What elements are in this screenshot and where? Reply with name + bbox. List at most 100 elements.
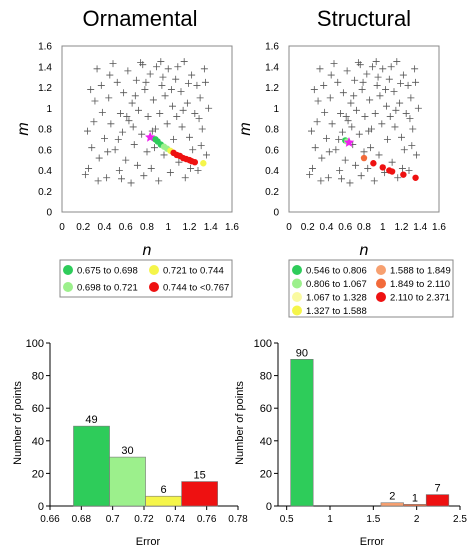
histogram-bar — [145, 495, 182, 507]
y-axis-label: m — [15, 122, 32, 135]
sample-point — [161, 92, 169, 100]
sample-point — [407, 94, 415, 102]
legend-label: 1.588 to 1.849 — [390, 266, 451, 277]
x-tick-label: 0.7 — [106, 514, 120, 525]
y-tick-label: 0 — [46, 208, 52, 219]
x-tick-label: 1 — [327, 514, 333, 525]
sample-point — [143, 148, 151, 156]
y-tick-label: 0.2 — [265, 187, 279, 198]
sample-point — [87, 86, 95, 94]
legend-box — [59, 259, 233, 298]
histogram-bar — [109, 456, 146, 507]
sample-point — [310, 86, 318, 94]
sample-point — [379, 65, 387, 73]
y-tick-label: 60 — [260, 403, 272, 415]
histogram-bar — [380, 502, 404, 507]
sample-point — [411, 65, 419, 73]
sample-point — [335, 135, 343, 143]
best-fit-star — [343, 137, 355, 147]
x-tick-label: 2.5 — [453, 514, 467, 525]
sample-point — [91, 97, 99, 105]
sample-point — [173, 113, 181, 121]
legend-swatch — [149, 282, 159, 292]
sample-point — [85, 164, 93, 172]
sample-point — [396, 99, 404, 107]
sample-point — [394, 174, 402, 182]
legend-label: 1.849 to 2.110 — [390, 279, 450, 290]
sample-point — [361, 113, 369, 121]
sample-point — [343, 67, 351, 75]
sample-point — [186, 133, 193, 141]
sample-point — [375, 151, 383, 159]
histogram-bar — [73, 425, 110, 507]
sample-point — [101, 134, 108, 142]
legend-swatch — [63, 282, 73, 292]
legend-label: 0.744 to <0.767 — [163, 283, 229, 294]
sample-point — [103, 174, 111, 182]
x-tick-label: 1.6 — [225, 222, 239, 233]
sample-point — [104, 148, 112, 156]
sample-point — [120, 89, 128, 97]
x-tick-label: 1.4 — [413, 222, 427, 233]
x-tick-label: 2 — [414, 514, 420, 525]
y-tick-label: 100 — [254, 338, 272, 350]
sample-point — [385, 75, 393, 83]
sample-point — [200, 65, 208, 73]
histogram-bar — [425, 494, 450, 507]
sample-point — [153, 63, 161, 71]
x-tick-label: 1.5 — [366, 514, 380, 525]
histogram-bar — [403, 504, 427, 507]
sample-point — [130, 141, 138, 149]
y-tick-label: 0.6 — [265, 145, 279, 156]
x-tick-label: 0.8 — [357, 222, 371, 233]
bar-value-label: 30 — [121, 445, 133, 457]
histogram-bar — [181, 481, 218, 507]
legend-label: 2.110 to 2.371 — [390, 293, 450, 304]
sample-point — [363, 70, 371, 78]
x-tick-label: 1.2 — [395, 222, 409, 233]
sample-point — [148, 127, 156, 135]
sample-point — [98, 108, 106, 116]
sample-point — [399, 71, 407, 79]
sample-point — [344, 117, 352, 125]
legend-label: 1.327 to 1.588 — [306, 306, 367, 317]
sample-point — [189, 146, 197, 154]
sample-point — [320, 81, 328, 89]
legend-label: 0.698 to 0.721 — [77, 283, 138, 294]
sample-point — [195, 115, 203, 123]
sample-point — [109, 60, 117, 68]
sample-point — [193, 81, 201, 89]
sample-point — [330, 60, 338, 68]
sample-point — [149, 96, 157, 104]
sample-point — [414, 104, 422, 112]
sample-point — [184, 79, 192, 87]
sample-point — [119, 128, 127, 136]
sample-point — [356, 61, 364, 69]
sample-point — [124, 67, 132, 75]
legend-swatch — [292, 305, 302, 316]
sample-point — [316, 65, 324, 73]
sample-point — [372, 58, 380, 66]
y-tick-label: 100 — [26, 338, 44, 350]
y-tick-label: 80 — [260, 371, 272, 383]
sample-point — [408, 142, 416, 150]
sample-point — [409, 125, 417, 133]
y-tick-label: 1.2 — [265, 83, 279, 94]
sample-point — [163, 120, 171, 128]
sample-point — [339, 89, 347, 97]
sample-point — [115, 167, 123, 174]
sample-point — [397, 79, 405, 87]
x-tick-label: 0.74 — [166, 514, 186, 525]
bar-value-label: 2 — [389, 491, 395, 503]
sample-point — [127, 179, 135, 187]
sample-point — [388, 158, 396, 166]
sample-point — [113, 78, 121, 86]
x-tick-label: 1.2 — [183, 222, 197, 233]
panel-title-structural: Structural — [317, 6, 411, 31]
sample-point — [160, 151, 168, 159]
sample-point — [323, 134, 330, 142]
sample-point — [371, 109, 379, 117]
sample-point — [327, 71, 335, 79]
x-tick-label: 0.4 — [320, 222, 334, 233]
sample-point — [105, 94, 113, 102]
